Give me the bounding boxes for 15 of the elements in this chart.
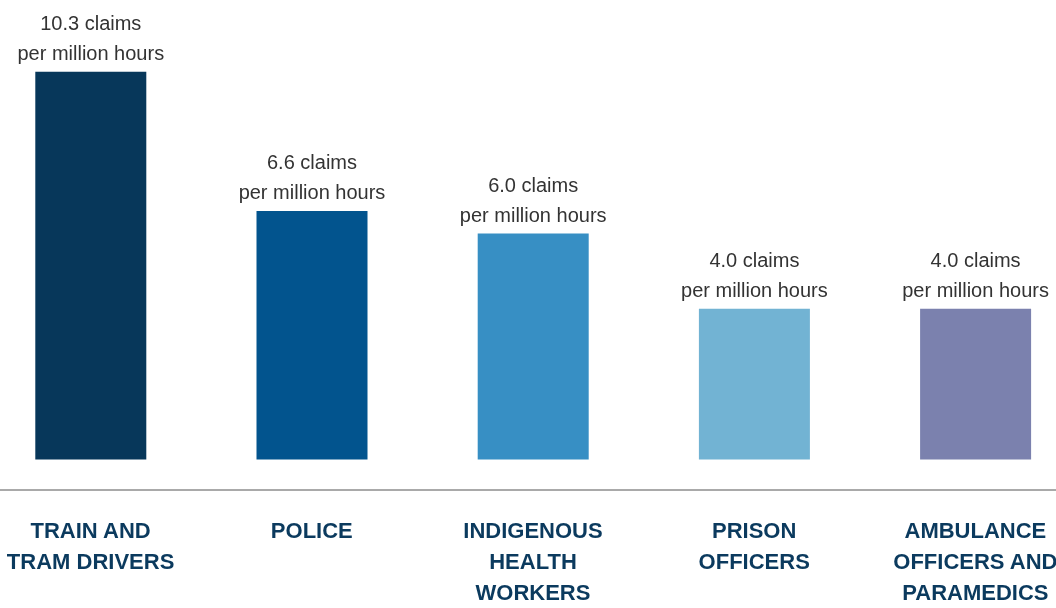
x-tick-label: TRAIN AND TRAM DRIVERS <box>6 518 175 574</box>
x-tick-label: AMBULANCE OFFICERS AND PARAMEDICS <box>893 518 1056 605</box>
data-label: 6.0 claims per million hours <box>459 173 607 226</box>
data-label: 4.0 claims per million hours <box>681 248 828 301</box>
bar <box>35 71 147 460</box>
bar <box>698 308 810 460</box>
x-tick-label: INDIGENOUS HEALTH WORKERS <box>463 518 603 605</box>
bar <box>477 233 589 460</box>
bar <box>920 308 1032 460</box>
bar <box>256 210 368 460</box>
data-label: 6.6 claims per million hours <box>238 150 386 203</box>
x-tick-label: POLICE <box>270 518 353 543</box>
data-label: 10.3 claims per million hours <box>17 11 165 64</box>
x-tick-label: PRISON OFFICERS <box>698 518 810 574</box>
data-label: 4.0 claims per million hours <box>902 248 1049 301</box>
